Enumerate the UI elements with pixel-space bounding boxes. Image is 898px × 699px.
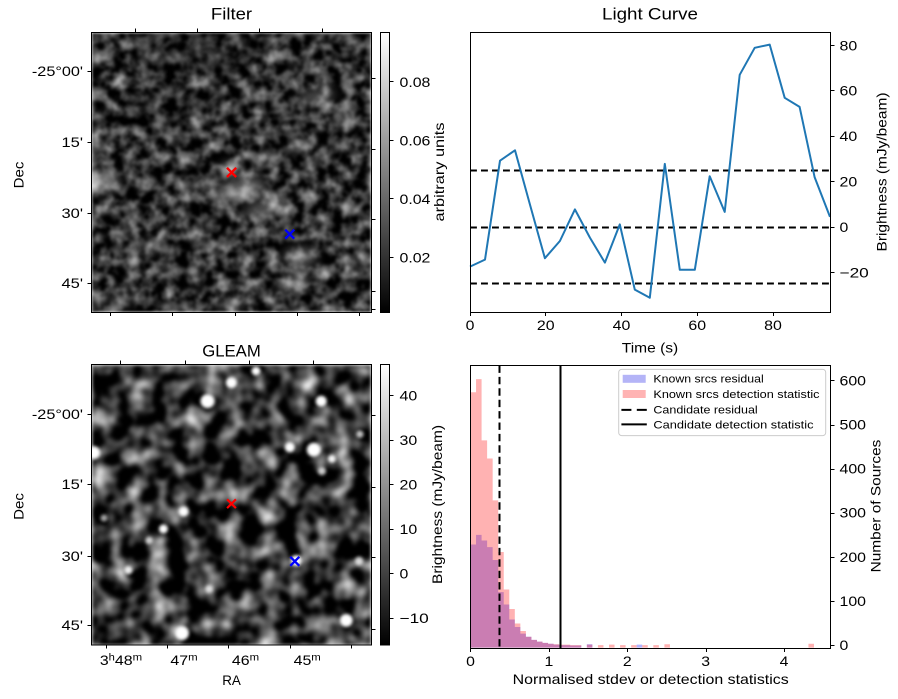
svg-text:80: 80 [840, 37, 858, 53]
svg-text:0.06: 0.06 [400, 132, 431, 148]
svg-text:30: 30 [400, 432, 418, 448]
svg-text:m: m [311, 653, 321, 664]
svg-text:Time (s): Time (s) [622, 340, 678, 356]
svg-text:Known srcs residual: Known srcs residual [653, 374, 763, 386]
svg-text:Candidate detection statistic: Candidate detection statistic [653, 419, 814, 431]
svg-text:0: 0 [840, 219, 849, 235]
svg-text:Known srcs detection statistic: Known srcs detection statistic [653, 389, 820, 401]
svg-text:-25°00': -25°00' [32, 63, 83, 79]
svg-text:Dec: Dec [11, 162, 27, 189]
svg-text:300: 300 [840, 505, 867, 521]
svg-text:m: m [250, 653, 260, 664]
svg-text:Brightness (mJy/beam): Brightness (mJy/beam) [429, 425, 445, 584]
svg-text:40: 40 [613, 317, 631, 333]
svg-text:20: 20 [537, 317, 555, 333]
svg-text:0: 0 [400, 566, 409, 582]
svg-text:3: 3 [701, 653, 710, 669]
svg-text:1: 1 [545, 653, 554, 669]
svg-text:45': 45' [62, 275, 84, 291]
svg-text:20: 20 [400, 477, 418, 493]
svg-text:30': 30' [62, 548, 84, 564]
svg-text:45': 45' [62, 617, 84, 633]
svg-text:Number of Sources: Number of Sources [868, 440, 884, 573]
svg-text:600: 600 [840, 372, 867, 388]
svg-text:100: 100 [840, 593, 867, 609]
svg-text:0.08: 0.08 [400, 74, 431, 90]
svg-text:Filter: Filter [211, 5, 253, 24]
svg-text:0.04: 0.04 [400, 191, 431, 207]
svg-text:GLEAM: GLEAM [202, 342, 261, 361]
svg-text:Dec: Dec [11, 493, 27, 520]
svg-text:arbitrary units: arbitrary units [431, 122, 447, 221]
svg-text:10: 10 [400, 521, 418, 537]
svg-text:RA: RA [222, 672, 241, 688]
svg-text:Normalised stdev or detection: Normalised stdev or detection statistics [513, 671, 789, 687]
svg-text:0: 0 [466, 317, 475, 333]
svg-text:h: h [109, 653, 115, 664]
svg-text:2: 2 [623, 653, 632, 669]
svg-text:40: 40 [840, 128, 858, 144]
svg-text:45: 45 [294, 652, 312, 668]
svg-text:47: 47 [170, 652, 188, 668]
svg-text:4: 4 [780, 653, 789, 669]
svg-text:Brightness (mJy/beam): Brightness (mJy/beam) [874, 93, 890, 252]
svg-text:400: 400 [840, 461, 867, 477]
svg-text:40: 40 [400, 388, 418, 404]
svg-text:Light Curve: Light Curve [602, 5, 698, 24]
svg-text:m: m [133, 653, 143, 664]
svg-text:60: 60 [688, 317, 706, 333]
svg-text:−20: −20 [840, 264, 870, 280]
svg-text:-25°00': -25°00' [32, 406, 83, 422]
svg-text:−10: −10 [400, 610, 430, 626]
svg-text:20: 20 [840, 174, 858, 190]
svg-text:m: m [188, 653, 198, 664]
svg-text:0.02: 0.02 [400, 249, 431, 265]
svg-text:46: 46 [232, 652, 250, 668]
svg-text:15': 15' [62, 134, 84, 150]
svg-text:0: 0 [840, 637, 849, 653]
svg-text:48: 48 [115, 652, 133, 668]
svg-text:30': 30' [62, 205, 84, 221]
svg-text:Candidate residual: Candidate residual [653, 404, 757, 416]
svg-text:0: 0 [466, 653, 475, 669]
svg-text:200: 200 [840, 549, 867, 565]
svg-text:80: 80 [764, 317, 782, 333]
svg-text:3: 3 [100, 652, 109, 668]
svg-text:15': 15' [62, 476, 84, 492]
svg-text:500: 500 [840, 417, 867, 433]
svg-text:60: 60 [840, 83, 858, 99]
